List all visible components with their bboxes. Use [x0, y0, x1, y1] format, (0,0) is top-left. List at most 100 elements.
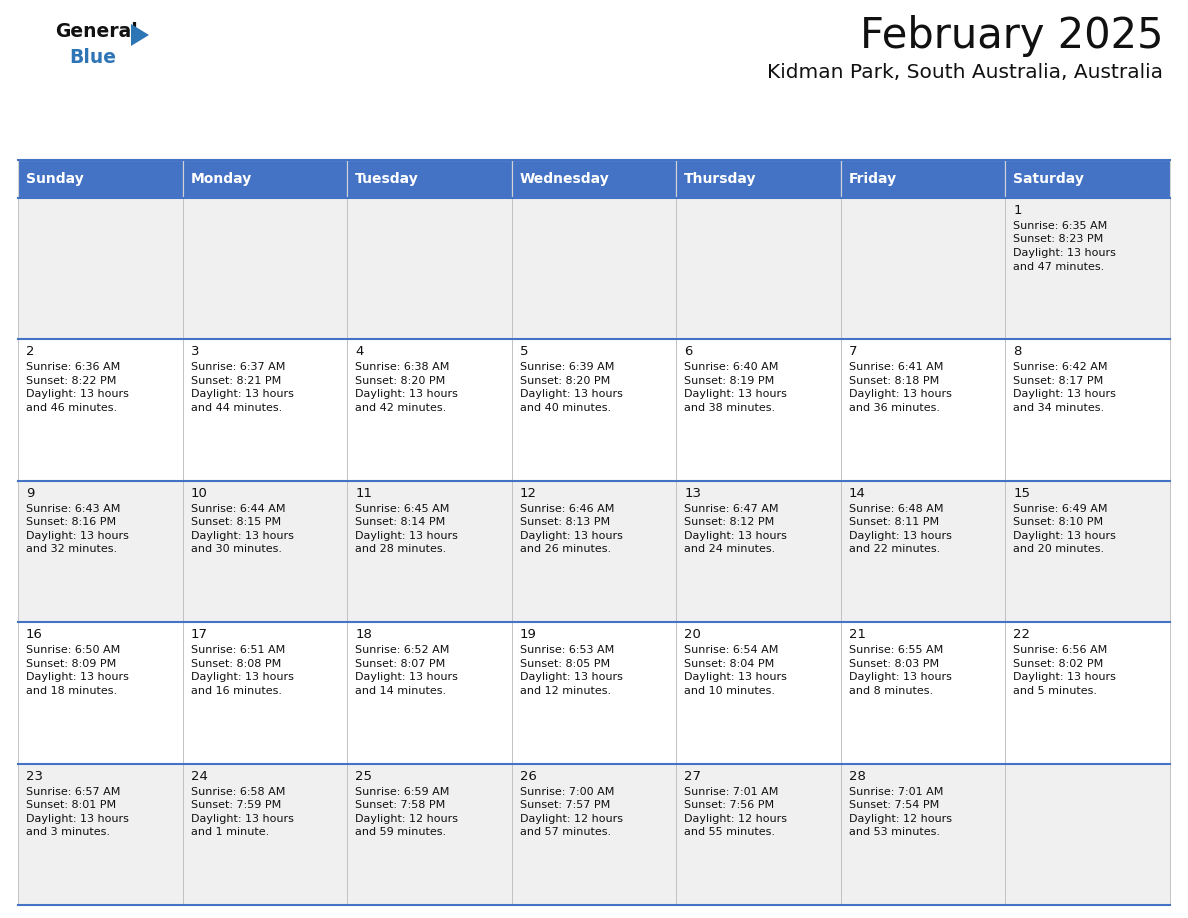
Text: 9: 9 — [26, 487, 34, 499]
Text: and 34 minutes.: and 34 minutes. — [1013, 403, 1105, 413]
Text: Daylight: 13 hours: Daylight: 13 hours — [355, 531, 459, 541]
Text: Daylight: 13 hours: Daylight: 13 hours — [519, 531, 623, 541]
Text: Sunset: 7:57 PM: Sunset: 7:57 PM — [519, 800, 609, 810]
Text: Sunrise: 6:51 AM: Sunrise: 6:51 AM — [190, 645, 285, 655]
Bar — [183, 198, 347, 340]
Text: Daylight: 13 hours: Daylight: 13 hours — [519, 672, 623, 682]
Text: Daylight: 12 hours: Daylight: 12 hours — [519, 813, 623, 823]
Bar — [18, 481, 183, 622]
Text: General: General — [55, 22, 138, 41]
Bar — [1005, 764, 1170, 905]
Text: Sunrise: 6:58 AM: Sunrise: 6:58 AM — [190, 787, 285, 797]
Text: 6: 6 — [684, 345, 693, 358]
Text: Sunset: 8:19 PM: Sunset: 8:19 PM — [684, 375, 775, 386]
Text: and 53 minutes.: and 53 minutes. — [849, 827, 940, 837]
Text: Sunset: 8:04 PM: Sunset: 8:04 PM — [684, 659, 775, 668]
Text: Daylight: 13 hours: Daylight: 13 hours — [1013, 248, 1117, 258]
Bar — [1005, 160, 1170, 198]
Bar — [347, 764, 512, 905]
Text: Daylight: 13 hours: Daylight: 13 hours — [1013, 389, 1117, 399]
Text: 2: 2 — [26, 345, 34, 358]
Bar — [347, 340, 512, 481]
Text: Daylight: 13 hours: Daylight: 13 hours — [190, 672, 293, 682]
Text: and 16 minutes.: and 16 minutes. — [190, 686, 282, 696]
Bar — [183, 622, 347, 764]
Text: 24: 24 — [190, 769, 208, 783]
Text: Daylight: 13 hours: Daylight: 13 hours — [849, 389, 952, 399]
Bar — [512, 198, 676, 340]
Text: Sunset: 8:07 PM: Sunset: 8:07 PM — [355, 659, 446, 668]
Text: Daylight: 13 hours: Daylight: 13 hours — [684, 389, 788, 399]
Text: Sunset: 8:21 PM: Sunset: 8:21 PM — [190, 375, 280, 386]
Text: Sunrise: 6:52 AM: Sunrise: 6:52 AM — [355, 645, 449, 655]
Text: and 26 minutes.: and 26 minutes. — [519, 544, 611, 554]
Text: Sunrise: 6:57 AM: Sunrise: 6:57 AM — [26, 787, 120, 797]
Text: Sunrise: 6:40 AM: Sunrise: 6:40 AM — [684, 363, 778, 373]
Text: 28: 28 — [849, 769, 866, 783]
Text: and 32 minutes.: and 32 minutes. — [26, 544, 118, 554]
Text: Daylight: 13 hours: Daylight: 13 hours — [519, 389, 623, 399]
Text: Sunrise: 6:44 AM: Sunrise: 6:44 AM — [190, 504, 285, 514]
Text: Sunrise: 6:53 AM: Sunrise: 6:53 AM — [519, 645, 614, 655]
Text: Sunset: 8:13 PM: Sunset: 8:13 PM — [519, 518, 609, 527]
Text: 18: 18 — [355, 628, 372, 641]
Bar — [183, 160, 347, 198]
Text: 19: 19 — [519, 628, 537, 641]
Text: 11: 11 — [355, 487, 372, 499]
Text: Sunset: 7:58 PM: Sunset: 7:58 PM — [355, 800, 446, 810]
Bar — [18, 622, 183, 764]
Text: Sunrise: 6:35 AM: Sunrise: 6:35 AM — [1013, 221, 1107, 231]
Text: Sunset: 8:05 PM: Sunset: 8:05 PM — [519, 659, 609, 668]
Text: Daylight: 13 hours: Daylight: 13 hours — [849, 672, 952, 682]
Bar — [347, 160, 512, 198]
Text: Sunset: 8:16 PM: Sunset: 8:16 PM — [26, 518, 116, 527]
Bar — [841, 764, 1005, 905]
Text: and 42 minutes.: and 42 minutes. — [355, 403, 447, 413]
Text: 17: 17 — [190, 628, 208, 641]
Text: and 5 minutes.: and 5 minutes. — [1013, 686, 1098, 696]
Text: 8: 8 — [1013, 345, 1022, 358]
Text: Daylight: 12 hours: Daylight: 12 hours — [684, 813, 788, 823]
Bar — [676, 198, 841, 340]
Text: 4: 4 — [355, 345, 364, 358]
Text: Daylight: 13 hours: Daylight: 13 hours — [1013, 531, 1117, 541]
Text: Sunset: 7:56 PM: Sunset: 7:56 PM — [684, 800, 775, 810]
Text: Friday: Friday — [849, 172, 897, 186]
Text: and 44 minutes.: and 44 minutes. — [190, 403, 282, 413]
Bar — [512, 160, 676, 198]
Bar — [512, 481, 676, 622]
Text: Daylight: 13 hours: Daylight: 13 hours — [1013, 672, 1117, 682]
Text: Saturday: Saturday — [1013, 172, 1085, 186]
Text: and 12 minutes.: and 12 minutes. — [519, 686, 611, 696]
Text: Sunset: 8:11 PM: Sunset: 8:11 PM — [849, 518, 939, 527]
Text: 3: 3 — [190, 345, 200, 358]
Text: and 38 minutes.: and 38 minutes. — [684, 403, 776, 413]
Text: Sunset: 8:12 PM: Sunset: 8:12 PM — [684, 518, 775, 527]
Text: Sunrise: 7:01 AM: Sunrise: 7:01 AM — [684, 787, 778, 797]
Text: Daylight: 12 hours: Daylight: 12 hours — [355, 813, 459, 823]
Bar — [347, 481, 512, 622]
Text: 27: 27 — [684, 769, 701, 783]
Text: Daylight: 13 hours: Daylight: 13 hours — [26, 813, 128, 823]
Text: and 30 minutes.: and 30 minutes. — [190, 544, 282, 554]
Text: Sunrise: 6:59 AM: Sunrise: 6:59 AM — [355, 787, 449, 797]
Bar — [1005, 622, 1170, 764]
Text: Sunrise: 6:42 AM: Sunrise: 6:42 AM — [1013, 363, 1108, 373]
Bar — [676, 340, 841, 481]
Text: Sunset: 8:23 PM: Sunset: 8:23 PM — [1013, 234, 1104, 244]
Text: 13: 13 — [684, 487, 701, 499]
Text: Daylight: 13 hours: Daylight: 13 hours — [190, 531, 293, 541]
Text: Sunset: 8:02 PM: Sunset: 8:02 PM — [1013, 659, 1104, 668]
Bar — [676, 622, 841, 764]
Polygon shape — [131, 24, 148, 46]
Bar — [183, 764, 347, 905]
Text: 1: 1 — [1013, 204, 1022, 217]
Text: and 28 minutes.: and 28 minutes. — [355, 544, 447, 554]
Text: Sunset: 8:20 PM: Sunset: 8:20 PM — [519, 375, 609, 386]
Text: 12: 12 — [519, 487, 537, 499]
Text: 14: 14 — [849, 487, 866, 499]
Text: Sunrise: 6:47 AM: Sunrise: 6:47 AM — [684, 504, 779, 514]
Bar — [512, 622, 676, 764]
Text: Sunset: 7:59 PM: Sunset: 7:59 PM — [190, 800, 280, 810]
Text: Sunrise: 6:37 AM: Sunrise: 6:37 AM — [190, 363, 285, 373]
